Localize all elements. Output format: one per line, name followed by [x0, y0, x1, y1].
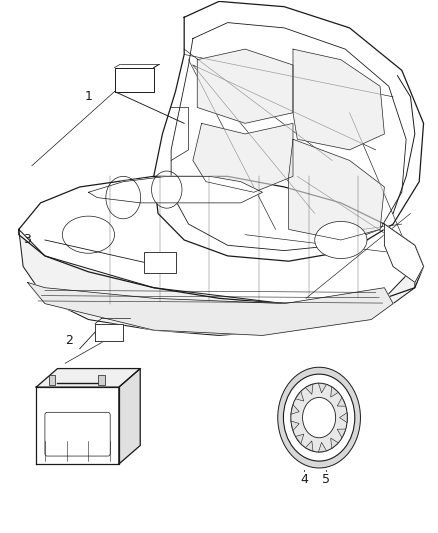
Ellipse shape [315, 221, 367, 259]
Polygon shape [88, 176, 262, 203]
Polygon shape [197, 49, 293, 123]
Circle shape [283, 374, 355, 461]
FancyBboxPatch shape [144, 252, 177, 273]
Polygon shape [385, 224, 424, 282]
Polygon shape [305, 384, 313, 394]
Polygon shape [95, 324, 123, 341]
Circle shape [303, 398, 336, 438]
Polygon shape [154, 2, 424, 261]
Polygon shape [331, 438, 339, 448]
Polygon shape [171, 22, 406, 251]
Text: 5: 5 [321, 473, 330, 486]
Text: 4: 4 [300, 473, 308, 486]
Polygon shape [119, 368, 140, 464]
Polygon shape [36, 368, 140, 387]
Polygon shape [331, 387, 339, 397]
Ellipse shape [62, 216, 115, 253]
Polygon shape [19, 176, 424, 304]
Polygon shape [339, 413, 347, 423]
Circle shape [278, 367, 360, 468]
Polygon shape [337, 398, 346, 406]
FancyBboxPatch shape [45, 413, 110, 456]
Polygon shape [291, 421, 299, 431]
Text: 2: 2 [65, 334, 73, 347]
Polygon shape [296, 434, 304, 444]
Polygon shape [318, 383, 327, 393]
Polygon shape [318, 442, 327, 452]
Polygon shape [291, 405, 299, 414]
Polygon shape [289, 139, 385, 240]
Polygon shape [193, 123, 293, 192]
Polygon shape [28, 282, 393, 335]
Polygon shape [115, 68, 154, 92]
Polygon shape [296, 391, 304, 401]
Polygon shape [305, 441, 313, 451]
Polygon shape [293, 49, 385, 150]
Bar [49, 375, 55, 385]
Bar [98, 375, 105, 385]
Text: 3: 3 [24, 233, 32, 246]
Circle shape [291, 383, 347, 452]
Polygon shape [36, 387, 119, 464]
Text: 1: 1 [85, 90, 92, 103]
Polygon shape [19, 229, 415, 335]
Polygon shape [337, 429, 346, 438]
